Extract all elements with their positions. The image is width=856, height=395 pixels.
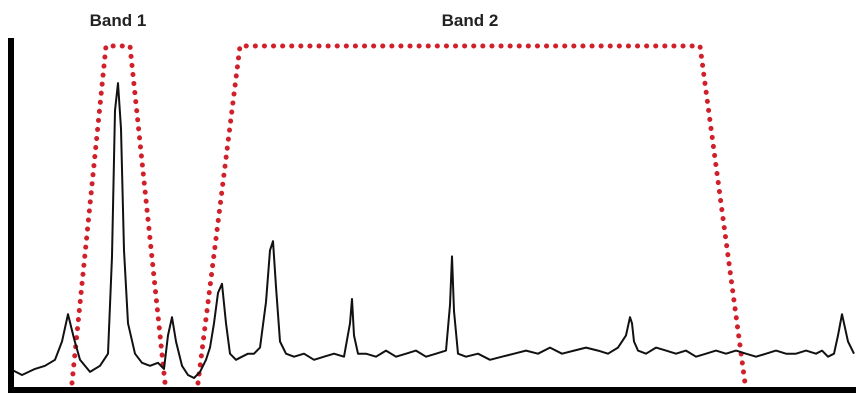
signal-series-line [9,82,855,379]
band-overlays [69,43,748,386]
band-1-label: Band 1 [90,11,147,30]
band-labels: Band 1 Band 2 [90,11,499,30]
band-2-label: Band 2 [442,11,499,30]
